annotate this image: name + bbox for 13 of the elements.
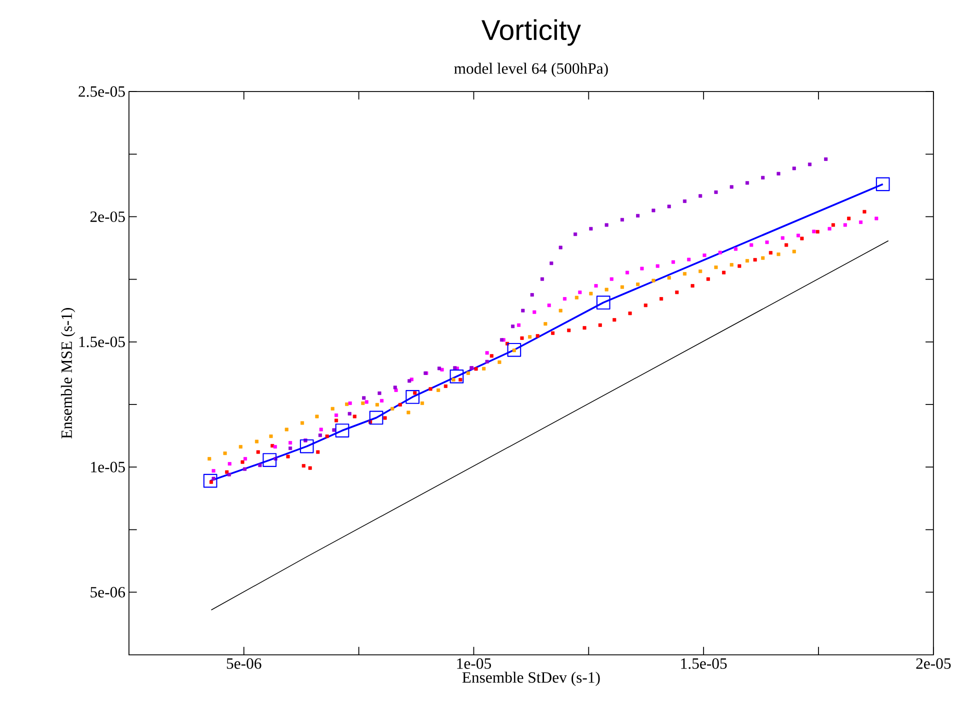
x-axis-title: Ensemble StDev (s-1) [462,672,600,686]
y-tick-label: 5e-06 [90,586,126,598]
chart-title: Vorticity [482,19,581,46]
x-tick-label: 5e-06 [226,658,262,669]
x-tick-label: 1.5e-05 [681,658,727,669]
x-tick-label: 1e-05 [457,658,491,669]
chart-subtitle: model level 64 (500hPa) [454,62,608,78]
y-tick-label: 2.5e-05 [78,86,125,97]
y-tick-label: 1e-05 [91,462,125,472]
y-tick-label: 2e-05 [90,211,125,222]
x-tick-label: 2e-05 [916,658,951,669]
y-axis-title: Ensemble MSE (s-1) [60,308,76,439]
y-tick-label: 1.5e-05 [79,336,125,348]
